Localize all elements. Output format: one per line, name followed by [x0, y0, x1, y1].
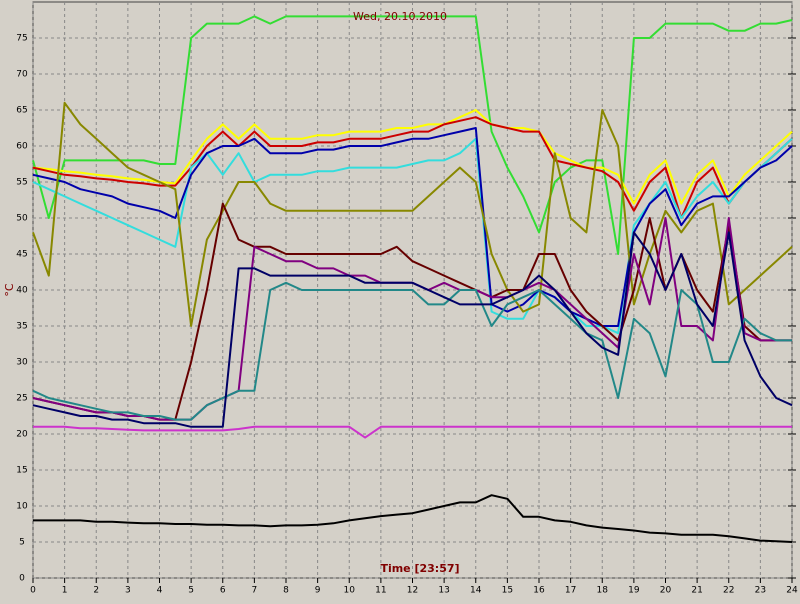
y-tick-label: 55 [16, 178, 27, 188]
x-tick-label: 0 [30, 586, 36, 596]
y-axis-label: °C [3, 283, 16, 297]
x-tick-label: 10 [344, 586, 356, 596]
x-tick-label: 1 [62, 586, 68, 596]
y-tick-label: 75 [16, 34, 27, 44]
x-tick-label: 18 [597, 586, 609, 596]
y-tick-label: 45 [16, 250, 27, 260]
x-tick-label: 7 [252, 586, 258, 596]
series-line [33, 494, 793, 543]
y-tick-label: 50 [16, 214, 28, 224]
x-tick-label: 12 [407, 586, 418, 596]
x-tick-label: 15 [502, 586, 513, 596]
x-tick-label: 20 [660, 586, 672, 596]
x-tick-label: 21 [691, 586, 702, 596]
x-tick-label: 23 [755, 586, 766, 596]
x-tick-label: 4 [157, 586, 163, 596]
y-tick-label: 15 [16, 466, 27, 476]
y-tick-label: 60 [16, 142, 28, 152]
x-tick-label: 6 [220, 586, 226, 596]
y-tick-label: 65 [16, 106, 27, 116]
y-tick-label: 20 [16, 430, 28, 440]
series-line [32, 15, 793, 255]
series-line [33, 425, 792, 439]
x-tick-label: 14 [470, 586, 482, 596]
x-tick-label: 16 [533, 586, 545, 596]
series-line [32, 137, 793, 335]
y-tick-label: 25 [16, 394, 27, 404]
x-tick-label: 17 [565, 586, 576, 596]
y-tick-label: 70 [16, 70, 28, 80]
y-tick-label: 40 [16, 286, 28, 296]
y-tick-label: 35 [16, 322, 27, 332]
x-tick-label: 9 [315, 586, 321, 596]
chart-title: Wed, 20.10.2010 [353, 10, 447, 23]
series-line [32, 127, 793, 327]
x-tick-label: 5 [188, 586, 194, 596]
y-tick-label: 5 [19, 538, 25, 548]
x-tick-label: 11 [375, 586, 386, 596]
x-tick-label: 3 [125, 586, 131, 596]
series-line [32, 281, 792, 421]
x-axis-label: Time [23:57] [380, 562, 459, 575]
x-tick-label: 22 [723, 586, 734, 596]
y-tick-label: 30 [16, 358, 28, 368]
x-tick-label: 19 [628, 586, 640, 596]
series-line [32, 101, 793, 327]
x-tick-label: 2 [93, 586, 99, 596]
y-tick-label: 10 [16, 502, 28, 512]
x-tick-label: 8 [283, 586, 289, 596]
x-tick-label: 24 [786, 586, 798, 596]
lines [32, 15, 793, 543]
x-tick-label: 13 [438, 586, 449, 596]
y-tick-label: 0 [19, 574, 25, 584]
series-line [32, 231, 793, 428]
series-line [32, 116, 793, 219]
